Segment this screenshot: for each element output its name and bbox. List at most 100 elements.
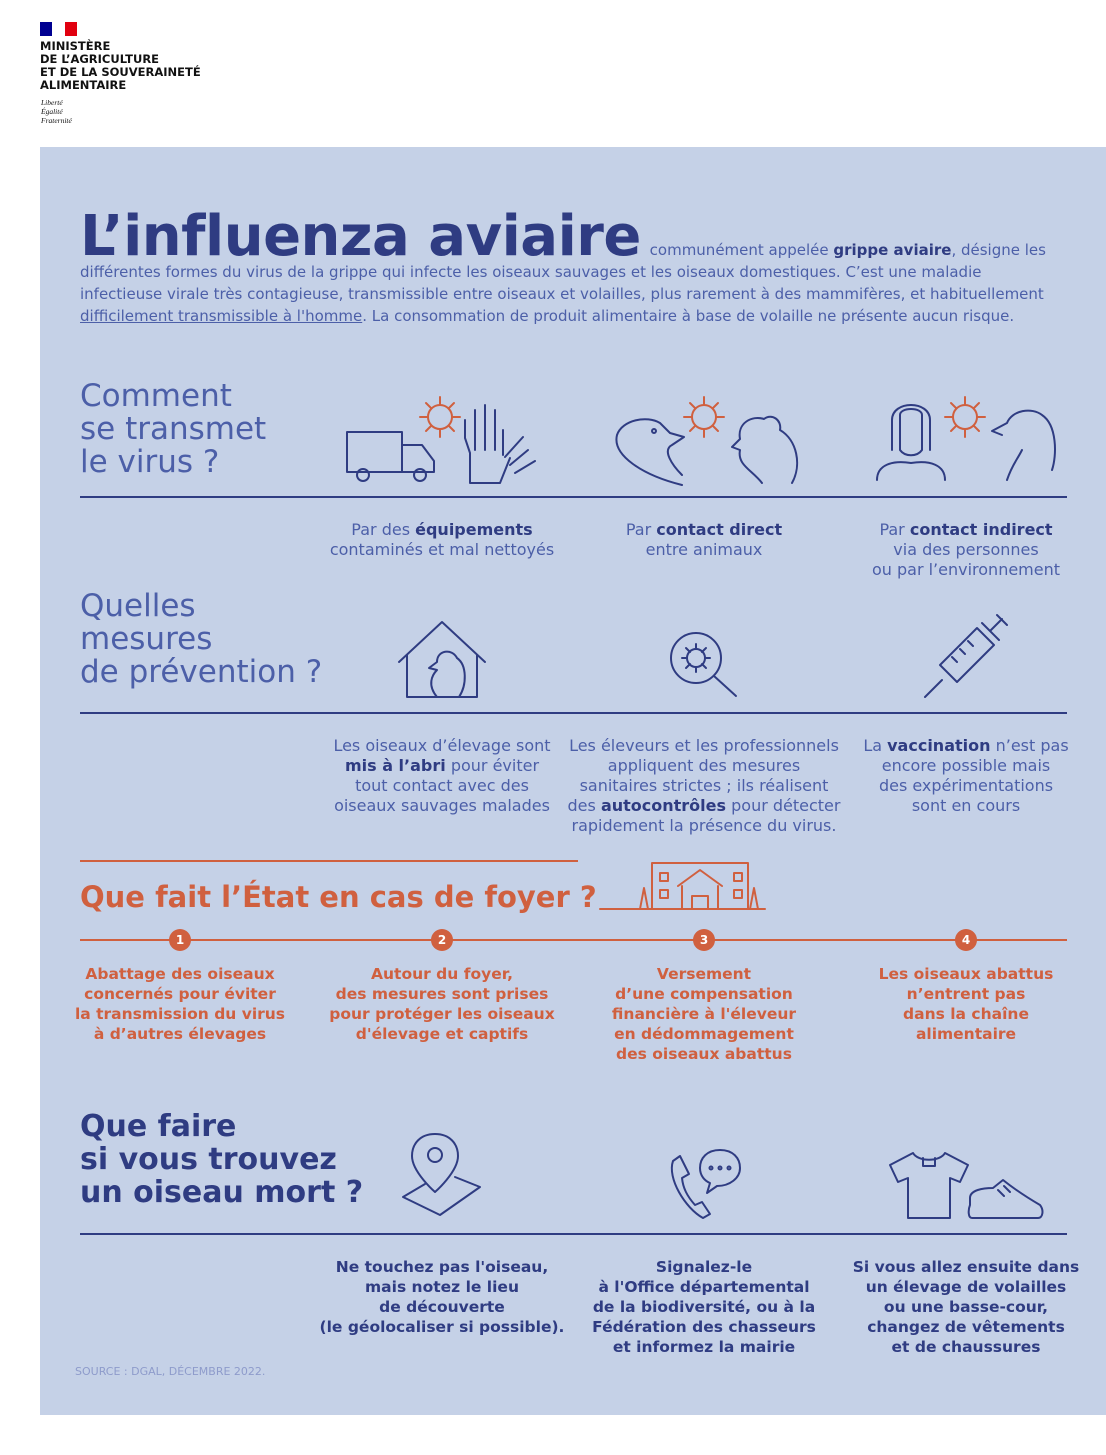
caption-line: des autocontrôles pour détecter <box>564 796 844 816</box>
icon-equipment-shape <box>401 444 435 473</box>
icon-shelter <box>398 621 486 698</box>
caption-line: Par des équipements <box>312 520 572 540</box>
text: ou par l’environnement <box>871 560 1061 579</box>
section-title: Que faire si vous trouvez un oiseau mort ? <box>80 1110 363 1209</box>
icon-phone-shape <box>670 1155 711 1219</box>
caption: Par contact direct entre animaux <box>574 520 834 560</box>
icon-people-shape <box>876 404 946 481</box>
bold-text: mis à l’abri <box>344 756 446 775</box>
icon-equipment <box>346 396 536 484</box>
icon-vaccine-shape <box>924 614 1008 698</box>
text: n’est pas <box>990 736 1069 755</box>
icon-equipment-shape <box>504 436 536 474</box>
text: Par <box>625 520 657 539</box>
caption-line: contaminés et mal nettoyés <box>312 540 572 560</box>
underlined-text: difficilement transmissible à l'homme <box>80 307 363 325</box>
caption: Ne touchez pas l'oiseau, mais notez le li… <box>317 1257 567 1337</box>
caption-line: des expérimentations <box>836 776 1096 796</box>
icon-location-shape <box>427 1147 443 1163</box>
caption-line: Par contact direct <box>574 520 834 540</box>
rule <box>80 860 578 862</box>
text: entre animaux <box>645 540 763 559</box>
text-line: MINISTÈRE <box>40 39 111 53</box>
text-line: (le géolocaliser si possible). <box>319 1318 565 1336</box>
caption-line: des oiseaux abattus <box>616 1045 792 1063</box>
text-line: un oiseau mort ? <box>80 1175 364 1210</box>
rule <box>80 1233 1067 1235</box>
caption-line: La vaccination n’est pas <box>836 736 1096 756</box>
panel <box>40 147 1106 1415</box>
icon-shelter-shape <box>398 621 486 698</box>
caption-line: mis à l’abri pour éviter <box>312 756 572 776</box>
caption-line: sont en cours <box>836 796 1096 816</box>
caption-line: oiseaux sauvages malades <box>312 796 572 816</box>
text-line: DE L’AGRICULTURE <box>40 52 160 66</box>
step-number: 3 <box>693 929 715 951</box>
bold-text: autocontrôles <box>600 796 727 815</box>
caption-line: en dédommagement <box>614 1025 794 1043</box>
icon-animals <box>615 396 799 486</box>
caption: Signalez-le à l'Office départemental de la… <box>579 1257 829 1357</box>
text: rapidement la présence du virus. <box>571 816 837 835</box>
icon-clothes-shape <box>889 1152 969 1219</box>
text-line: Si vous allez ensuite dans <box>852 1258 1080 1276</box>
text: pour éviter <box>445 756 540 775</box>
text: Les oiseaux d’élevage sont <box>333 736 551 755</box>
icon-equipment-shape <box>413 468 427 482</box>
caption-line: Par contact indirect <box>836 520 1096 540</box>
bold-text: équipements <box>415 520 533 539</box>
text-line: Fraternité <box>41 116 72 125</box>
text-line: un élevage de volailles <box>865 1278 1067 1296</box>
caption-line: pour protéger les oiseaux <box>329 1005 555 1023</box>
caption: La vaccination n’est pas encore possible … <box>836 736 1096 816</box>
rule <box>80 496 1067 498</box>
motto: Liberté Égalité Fraternité <box>41 98 72 125</box>
text-line: mesures <box>80 621 213 657</box>
text-line: mais notez le lieu <box>365 1278 519 1296</box>
caption: Abattage des oiseaux concernés pour évite… <box>55 964 305 1044</box>
icon-location-shape <box>411 1133 459 1193</box>
text: Les éleveurs et les professionnels <box>569 736 839 755</box>
caption: Les oiseaux d’élevage sont mis à l’abri p… <box>312 736 572 816</box>
icon-phone-shape <box>717 1165 723 1171</box>
text: des expérimentations <box>878 776 1054 795</box>
caption-line: ou par l’environnement <box>836 560 1096 580</box>
step-number: 2 <box>431 929 453 951</box>
icon-equipment-shape <box>346 431 403 473</box>
icon-phone-shape <box>699 1149 741 1194</box>
text: tout contact avec des <box>355 776 529 795</box>
source: SOURCE : DGAL, DÉCEMBRE 2022. <box>75 1365 266 1378</box>
icon-location-shape <box>402 1176 481 1216</box>
caption-line: Abattage des oiseaux <box>85 965 275 983</box>
text: via des personnes <box>893 540 1039 559</box>
text: contaminés et mal nettoyés <box>329 540 555 559</box>
text-line: changez de vêtements <box>867 1318 1065 1336</box>
text-line: si vous trouvez <box>80 1142 337 1177</box>
text-line: de prévention ? <box>80 654 323 690</box>
icon-building <box>599 862 766 910</box>
caption-line: appliquent des mesures <box>564 756 844 776</box>
text: . La consommation de produit alimentaire… <box>362 307 1015 325</box>
text-line: Ne touchez pas l'oiseau, <box>335 1258 549 1276</box>
icon-phone-shape <box>726 1165 732 1171</box>
step-line <box>80 939 1067 941</box>
caption-line: Versement <box>656 965 752 983</box>
main-title: L’influenza aviaire <box>80 204 641 269</box>
flag <box>40 22 77 36</box>
text-line: le virus ? <box>80 444 220 480</box>
caption-line: tout contact avec des <box>312 776 572 796</box>
icon-animals-shape <box>683 396 725 438</box>
text-line: Fédération des chasseurs <box>592 1318 816 1336</box>
bold-text: vaccination <box>887 736 991 755</box>
caption-line: d'élevage et captifs <box>355 1025 529 1043</box>
caption-line: n’entrent pas <box>906 985 1026 1003</box>
text: appliquent des mesures <box>607 756 801 775</box>
text: La <box>863 736 888 755</box>
caption: Les éleveurs et les professionnels appliq… <box>564 736 844 836</box>
caption-line: d’une compensation <box>615 985 793 1003</box>
caption-line: entre animaux <box>574 540 834 560</box>
step-number: 1 <box>169 929 191 951</box>
caption-line: Autour du foyer, <box>371 965 513 983</box>
icon-clothes <box>889 1152 1044 1219</box>
